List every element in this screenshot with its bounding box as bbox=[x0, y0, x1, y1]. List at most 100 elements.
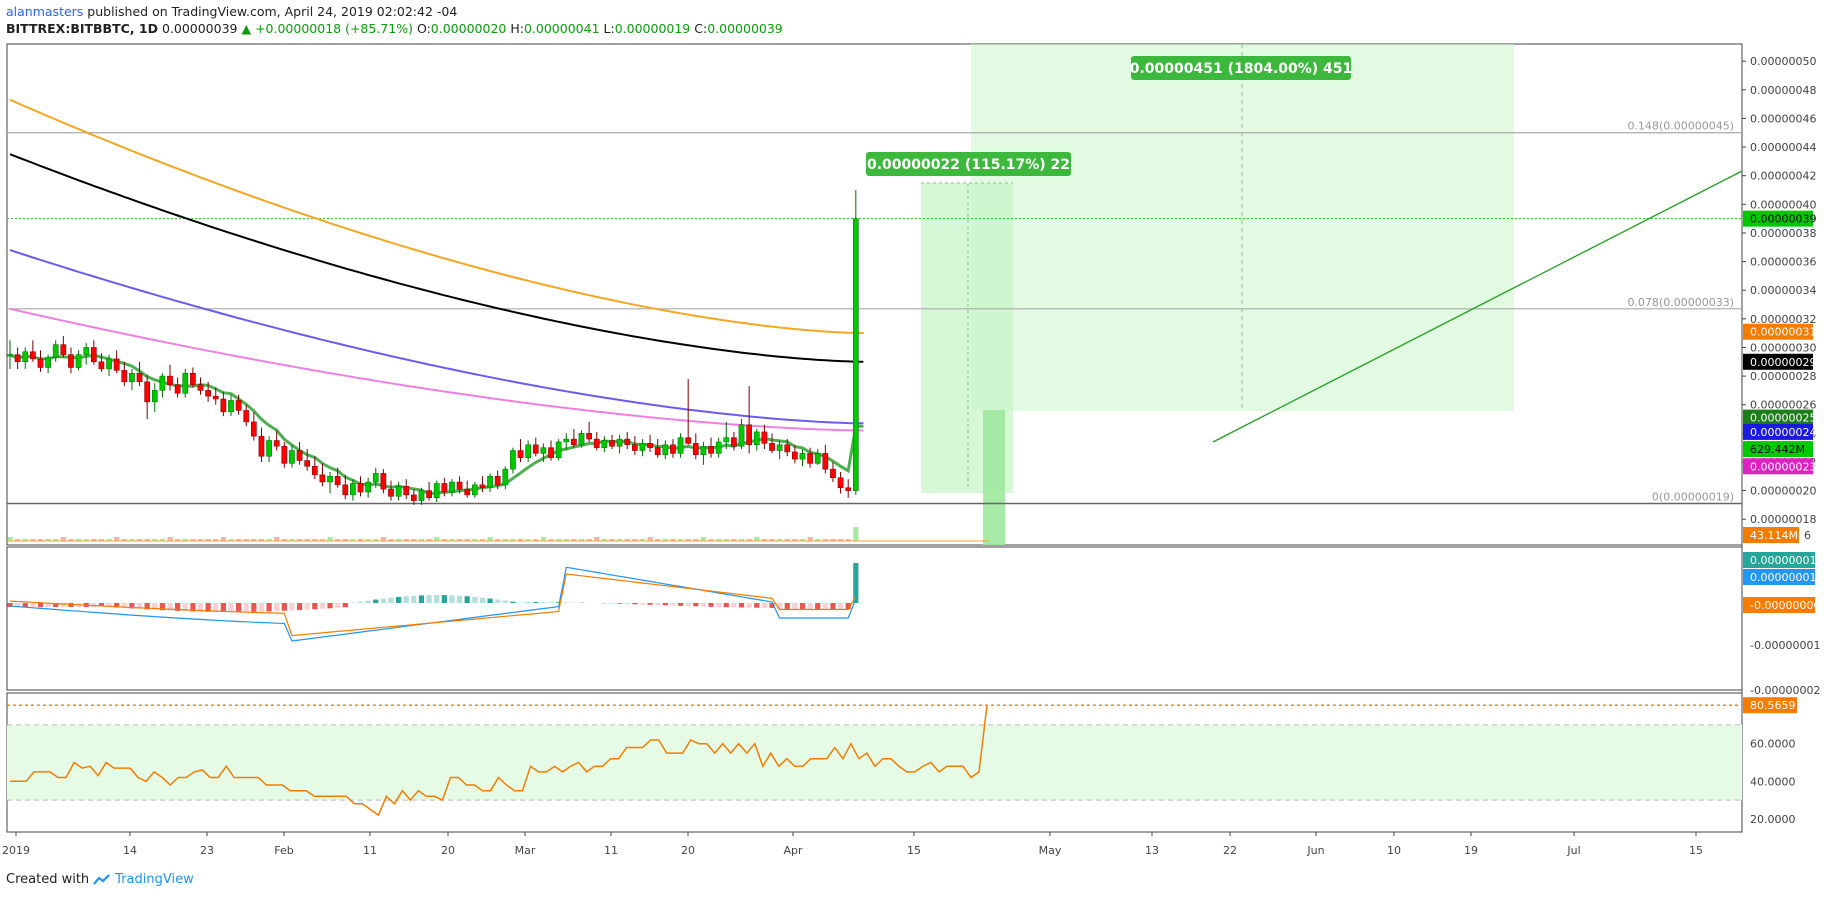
candle bbox=[647, 434, 653, 452]
macd-histogram-bar bbox=[121, 603, 127, 608]
macd-histogram-bar bbox=[342, 603, 348, 608]
candle bbox=[441, 477, 448, 497]
macd-histogram-bar bbox=[662, 603, 668, 606]
volume-bar bbox=[563, 539, 569, 541]
candle bbox=[624, 431, 631, 450]
candle bbox=[98, 353, 105, 372]
volume-bar bbox=[388, 539, 394, 541]
macd-histogram-bar bbox=[68, 603, 74, 607]
price-axis-label-box bbox=[1743, 409, 1813, 426]
macd-histogram-bar bbox=[548, 602, 554, 603]
macd-histogram-bar bbox=[106, 603, 112, 607]
candle-body bbox=[692, 443, 699, 456]
candle-body bbox=[555, 441, 562, 458]
candle-body bbox=[532, 444, 539, 454]
volume-bar bbox=[312, 539, 318, 541]
price-axis-label-box bbox=[1743, 423, 1813, 440]
candle bbox=[837, 471, 844, 494]
candle-body bbox=[75, 354, 82, 368]
macd-histogram-bar bbox=[533, 602, 539, 603]
macd-histogram-bar bbox=[822, 603, 828, 609]
volume-bar bbox=[205, 539, 211, 541]
candle bbox=[342, 474, 349, 500]
macd-histogram-bar bbox=[357, 601, 364, 603]
rsi-tick-label: 20.0000 bbox=[1750, 813, 1796, 826]
volume-bar bbox=[342, 539, 348, 541]
candle bbox=[273, 430, 280, 451]
macd-histogram-bar bbox=[434, 595, 440, 603]
macd-histogram-bar bbox=[502, 600, 508, 603]
price-axis-label-text: 0.00000024 bbox=[1750, 426, 1816, 439]
candle bbox=[243, 404, 250, 427]
macd-axis-label-text: 0.00000001 bbox=[1750, 571, 1816, 584]
candle-body bbox=[792, 451, 798, 460]
volume-bar bbox=[213, 539, 219, 541]
volume-bar bbox=[578, 539, 585, 541]
candle bbox=[525, 440, 532, 462]
measure-labels: 0.00000451 (1804.00%) 451 0.00000022 (115… bbox=[866, 56, 1352, 176]
macd-histogram-bar bbox=[655, 603, 661, 606]
volume-bar bbox=[700, 537, 707, 541]
time-tick-label: 2019 bbox=[2, 844, 30, 857]
candle bbox=[479, 476, 486, 493]
long-position-zone bbox=[971, 44, 1514, 411]
tradingview-brand-link[interactable]: TradingView bbox=[115, 872, 194, 887]
candle-body bbox=[540, 447, 547, 454]
footer: Created with TradingView bbox=[6, 872, 194, 887]
candle-body bbox=[487, 476, 493, 488]
candle bbox=[296, 441, 303, 465]
candle bbox=[144, 374, 151, 420]
candle-body bbox=[830, 468, 836, 478]
candle-body bbox=[98, 361, 105, 370]
macd-histogram-bar bbox=[647, 603, 653, 605]
symbol-name[interactable]: BITTREX:BITBBTC, 1D bbox=[6, 21, 158, 36]
macd-histogram-bar bbox=[220, 603, 226, 612]
volume-bar bbox=[845, 539, 851, 541]
candle bbox=[456, 476, 463, 494]
volume-bar bbox=[784, 539, 790, 541]
candle-body bbox=[769, 443, 775, 451]
macd-histogram-bar bbox=[792, 603, 798, 609]
price-tick-label: 0.00000032 bbox=[1750, 313, 1816, 326]
macd-axis-label-box bbox=[1743, 597, 1815, 613]
macd-histogram-bar bbox=[15, 603, 21, 607]
candle bbox=[662, 440, 669, 460]
volume-bars bbox=[7, 527, 990, 542]
price-tick-label: 0.00000020 bbox=[1750, 485, 1816, 498]
volume-bar bbox=[769, 539, 775, 541]
candle bbox=[769, 433, 775, 454]
macd-pane-frame bbox=[6, 546, 1743, 691]
candle bbox=[502, 466, 509, 490]
macd-histogram-bar bbox=[418, 595, 425, 603]
price-tick-label: 0.00000028 bbox=[1750, 370, 1816, 383]
macd-histogram-bar bbox=[845, 603, 851, 609]
measure-label-text: 0.00000451 (1804.00%) 451 bbox=[1130, 61, 1353, 77]
author-link[interactable]: alanmasters bbox=[6, 4, 84, 19]
volume-bar bbox=[464, 539, 470, 541]
volume-bar bbox=[677, 539, 684, 541]
candle bbox=[90, 340, 97, 365]
macd-histogram-bar bbox=[258, 603, 265, 612]
signal-line bbox=[9, 573, 857, 637]
candle-body bbox=[837, 477, 844, 488]
volume-bar bbox=[601, 539, 607, 541]
candle bbox=[334, 467, 341, 488]
macd-histogram-bar bbox=[312, 603, 318, 610]
candle bbox=[60, 336, 67, 358]
candle-body bbox=[235, 400, 242, 411]
candle-body bbox=[342, 484, 349, 496]
macd-histogram-bar bbox=[136, 603, 143, 609]
price-tick-label: 0.00000044 bbox=[1750, 141, 1816, 154]
volume-bar bbox=[175, 539, 181, 541]
time-tick-label: 19 bbox=[1464, 844, 1478, 857]
candle-body bbox=[517, 450, 524, 458]
volume-bar bbox=[75, 539, 82, 541]
volume-bar bbox=[815, 539, 821, 541]
candle bbox=[852, 190, 859, 495]
time-tick-label: 15 bbox=[1689, 844, 1703, 857]
macd-histogram-bar bbox=[479, 597, 486, 603]
macd-histogram-bar bbox=[708, 603, 714, 607]
candle-body bbox=[799, 453, 806, 460]
volume-bar bbox=[380, 537, 386, 541]
